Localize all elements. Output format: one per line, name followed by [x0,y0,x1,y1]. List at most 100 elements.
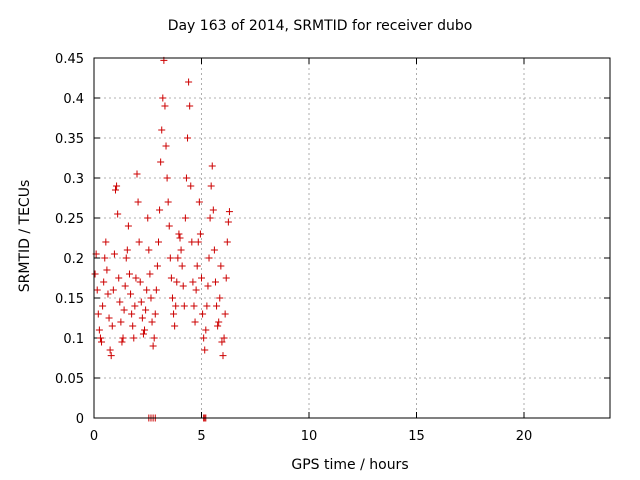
data-point [182,174,190,182]
data-point [117,318,125,326]
data-point [100,278,108,286]
scatter-points [91,56,233,422]
data-point [206,214,214,222]
data-point [179,282,187,290]
data-point [139,330,147,338]
data-point [105,314,113,322]
data-point [98,338,106,346]
x-axis-label: GPS time / hours [291,457,409,473]
data-point [130,334,138,342]
data-point [91,270,99,278]
data-point [113,182,121,190]
data-point [224,218,232,226]
data-point [214,322,222,330]
data-point [125,270,133,278]
data-point [116,298,124,306]
data-point [131,302,139,310]
data-point [149,342,157,350]
data-point [221,310,229,318]
data-point [225,208,233,216]
y-axis-label: SRMTID / TECUs [17,179,33,293]
data-point [220,334,228,342]
data-point [133,170,141,178]
data-point [188,238,196,246]
data-point [202,326,210,334]
data-point [172,302,180,310]
data-point [144,214,152,222]
y-tick-label: 0.45 [55,52,84,67]
data-point [120,306,128,314]
data-point [175,230,183,238]
x-tick-label: 5 [197,429,205,444]
data-point [184,134,192,142]
data-point [102,238,110,246]
data-point [176,234,184,242]
data-point [191,318,199,326]
x-tick-label: 15 [408,429,425,444]
y-tick-label: 0.05 [55,372,84,387]
data-point [195,198,203,206]
data-point [138,314,146,322]
data-point [112,186,119,194]
data-point [103,266,111,274]
data-point [196,230,204,238]
data-point [109,286,117,294]
data-point [123,246,131,254]
data-point [189,278,197,286]
data-point [164,198,172,206]
y-tick-label: 0.4 [63,92,84,107]
data-point [219,352,227,360]
data-point [201,346,209,354]
data-point [136,278,144,286]
data-point [155,238,162,246]
y-tick-label: 0 [76,412,84,427]
data-point [200,334,208,342]
data-point [145,246,153,254]
data-point [204,282,212,290]
data-point [108,322,116,330]
x-tick-label: 0 [90,429,98,444]
data-point [209,206,217,214]
y-tick-label: 0.2 [63,252,84,267]
data-point [168,294,176,302]
data-point [129,322,137,330]
data-point [194,238,202,246]
data-point [178,262,186,270]
data-point [205,254,213,262]
axis-ticks: 0 0.05 0.1 0.15 0.2 0.25 0.3 0.35 0.4 0.45 0 5 10 15 2… [55,52,610,444]
data-point [162,142,170,150]
data-point [121,282,129,290]
data-point [150,334,158,342]
x-tick-label: 20 [516,429,533,444]
data-point [156,206,164,214]
data-point [119,334,127,342]
data-point [159,94,167,102]
data-point [132,274,140,282]
data-point [151,310,159,318]
data-point [107,352,115,360]
data-point [170,310,178,318]
data-point [127,290,135,298]
data-point [128,310,136,318]
data-point [157,158,165,166]
data-point [165,222,173,230]
data-point [217,262,225,270]
data-point [135,238,143,246]
data-point [104,290,112,298]
data-point [218,338,226,346]
data-point [114,210,122,218]
data-point [198,274,205,282]
data-point [181,214,189,222]
data-point [177,246,185,254]
data-point [166,254,174,262]
data-point [174,254,182,262]
grid-lines [94,58,610,418]
data-point [167,274,175,282]
data-point [94,310,102,318]
data-point [171,322,179,330]
data-point [185,78,193,86]
data-point [193,262,201,270]
data-point [147,294,155,302]
data-point [148,318,156,326]
